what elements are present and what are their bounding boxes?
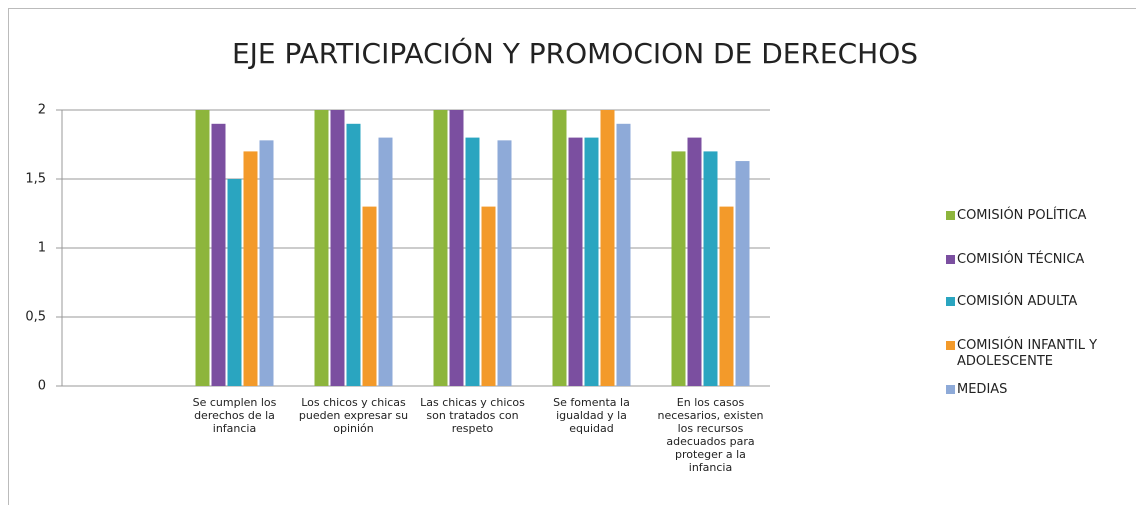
legend-label: COMISIÓN ADULTA (957, 294, 1078, 309)
bar (687, 137, 702, 386)
bar (600, 110, 615, 386)
x-tick-label: Se fomenta la igualdad y la equidad (553, 396, 630, 435)
bar (227, 179, 242, 386)
bar (719, 206, 734, 386)
bar (735, 161, 750, 386)
bar (259, 140, 274, 386)
legend-item: COMISIÓN POLÍTICA (946, 208, 1131, 224)
y-tick-label: 2 (38, 103, 46, 118)
legend-swatch (946, 211, 955, 220)
bar (330, 110, 345, 386)
bar (346, 123, 361, 387)
legend-item: COMISIÓN TÉCNICA (946, 252, 1131, 268)
legend-swatch (946, 341, 955, 350)
bar (465, 137, 480, 386)
bar (497, 140, 512, 386)
bar (378, 137, 393, 386)
y-tick-label: 0,5 (25, 310, 46, 325)
bar (314, 110, 329, 386)
bar (211, 123, 226, 387)
legend-item: COMISIÓN ADULTA (946, 294, 1131, 310)
y-tick-label: 1,5 (25, 172, 46, 187)
x-tick-label: En los casos necesarios, existen los rec… (657, 396, 764, 474)
bar (243, 151, 258, 386)
bar (433, 110, 448, 386)
chart-title: EJE PARTICIPACIÓN Y PROMOCION DE DERECHO… (232, 36, 918, 70)
bar (671, 151, 686, 386)
bar (195, 110, 210, 386)
legend-swatch (946, 385, 955, 394)
bar (703, 151, 718, 386)
legend-label: COMISIÓN POLÍTICA (957, 208, 1087, 223)
x-tick-label: Se cumplen los derechos de la infancia (192, 396, 277, 435)
bar (552, 110, 567, 386)
bar (568, 137, 583, 386)
y-tick-label: 1 (38, 241, 46, 256)
x-tick-label: Las chicas y chicos son tratados con res… (420, 396, 525, 435)
legend-label: MEDIAS (957, 382, 1008, 397)
bar (362, 206, 377, 386)
bar (449, 110, 464, 386)
y-tick-label: 0 (38, 379, 46, 394)
legend-item: COMISIÓN INFANTIL Y ADOLESCENTE (946, 338, 1131, 370)
legend-label: COMISIÓN INFANTIL Y ADOLESCENTE (957, 338, 1098, 369)
legend-swatch (946, 255, 955, 264)
legend-label: COMISIÓN TÉCNICA (957, 252, 1085, 267)
chart-border (8, 8, 1136, 505)
bar (584, 137, 599, 386)
legend-swatch (946, 297, 955, 306)
legend-item: MEDIAS (946, 382, 1131, 398)
x-tick-label: Los chicos y chicas pueden expresar su o… (298, 396, 409, 435)
bar (481, 206, 496, 386)
bar (616, 123, 631, 387)
